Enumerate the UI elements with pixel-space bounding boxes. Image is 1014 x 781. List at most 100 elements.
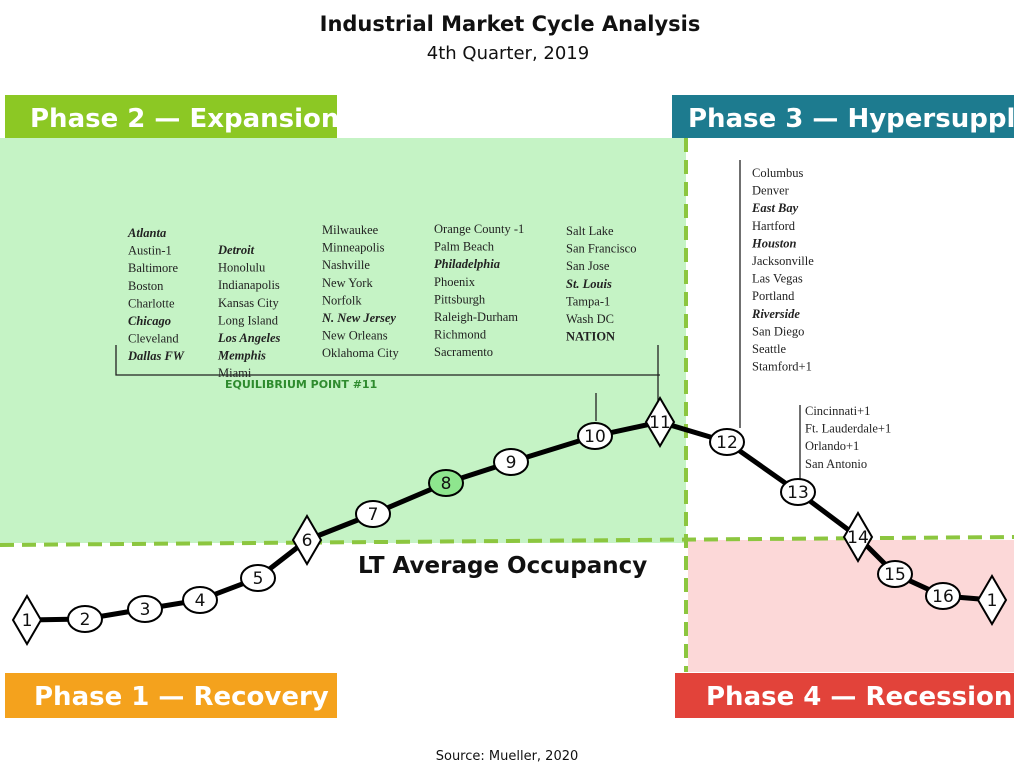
diamond-marker <box>291 514 323 566</box>
circle-marker <box>428 469 464 497</box>
circle-marker <box>577 422 613 450</box>
occupancy-label: LT Average Occupancy <box>358 553 647 579</box>
source-note: Source: Mueller, 2020 <box>436 749 579 764</box>
market-name: Houston <box>751 236 797 250</box>
cycle-point-1: 1 <box>11 594 43 646</box>
phase-1-label: Phase 1 — Recovery <box>34 682 329 712</box>
cycle-point-5: 5 <box>240 564 276 592</box>
cycle-point-label: 15 <box>884 565 906 585</box>
market-name: Wash DC <box>566 312 614 326</box>
market-name: Hartford <box>752 219 796 233</box>
cycle-point-11: 11 <box>644 396 676 448</box>
market-name: Pittsburgh <box>434 292 486 306</box>
market-name: Milwaukee <box>322 223 379 237</box>
cycle-point-16: 16 <box>925 582 961 610</box>
market-name: Miami <box>218 366 252 380</box>
market-name: Baltimore <box>128 261 178 275</box>
market-name: Detroit <box>217 243 255 257</box>
cycle-point-label: 3 <box>140 600 151 620</box>
cycle-point-label: 1 <box>987 591 998 611</box>
market-name: Denver <box>752 184 790 198</box>
market-name: Indianapolis <box>218 278 280 292</box>
phase-4-banner <box>675 673 1014 718</box>
market-name: Boston <box>128 279 164 293</box>
cycle-point-15: 15 <box>877 560 913 588</box>
market-name: San Antonio <box>805 457 867 471</box>
market-name: Los Angeles <box>217 331 281 345</box>
market-lists: Atlanta Austin-1 Baltimore Boston Charlotte C… <box>127 166 891 471</box>
market-name: New Orleans <box>322 329 388 343</box>
phase-2-banner <box>5 95 337 138</box>
market-name: Portland <box>752 289 795 303</box>
phase-3-label: Phase 3 — Hypersupply <box>688 104 1014 134</box>
market-name: Las Vegas <box>752 272 803 286</box>
circle-marker <box>355 500 391 528</box>
cycle-point-label: 1 <box>22 611 33 631</box>
market-name: Memphis <box>217 349 266 363</box>
market-name: Chicago <box>128 314 171 328</box>
cycle-point-10: 10 <box>577 422 613 450</box>
market-name: N. New Jersey <box>321 311 396 325</box>
cycle-point-1: 1 <box>976 574 1008 626</box>
cycle-point-label: 10 <box>584 427 606 447</box>
cycle-point-label: 6 <box>302 531 313 551</box>
market-name: Sacramento <box>434 345 493 359</box>
circle-marker <box>709 428 745 456</box>
cycle-point-13: 13 <box>780 478 816 506</box>
circle-marker <box>877 560 913 588</box>
cycle-point-9: 9 <box>493 448 529 476</box>
market-name: Jacksonville <box>752 254 814 268</box>
market-name: Kansas City <box>218 296 280 310</box>
market-name: San Francisco <box>566 242 636 256</box>
market-name: New York <box>322 276 373 290</box>
cycle-point-12: 12 <box>709 428 745 456</box>
circle-marker <box>780 478 816 506</box>
market-name: Stamford+1 <box>752 360 812 374</box>
circle-marker <box>493 448 529 476</box>
diamond-marker <box>11 594 43 646</box>
diamond-marker <box>976 574 1008 626</box>
diamond-marker <box>842 511 874 563</box>
cycle-point-label: 4 <box>195 591 206 611</box>
cycle-point-label: 5 <box>253 569 264 589</box>
market-name: Tampa-1 <box>566 294 610 308</box>
cycle-point-6: 6 <box>291 514 323 566</box>
phase-1-banner <box>5 673 337 718</box>
market-name: San Jose <box>566 259 610 273</box>
market-name: Phoenix <box>434 275 476 289</box>
market-name: Columbus <box>752 166 804 180</box>
circle-marker <box>240 564 276 592</box>
market-name: Richmond <box>434 328 487 342</box>
cycle-point-label: 2 <box>80 610 91 630</box>
cycle-point-4: 4 <box>182 586 218 614</box>
market-name: Palm Beach <box>434 240 495 254</box>
market-name: Nashville <box>322 258 370 272</box>
market-name: NATION <box>566 330 615 344</box>
cycle-point-label: 9 <box>506 453 517 473</box>
cycle-point-8: 8 <box>428 469 464 497</box>
expansion-region <box>0 138 686 543</box>
cycle-point-label: 16 <box>932 587 954 607</box>
cycle-point-label: 8 <box>441 474 452 494</box>
market-name: Atlanta <box>127 226 166 240</box>
circle-marker <box>182 586 218 614</box>
market-name: Raleigh-Durham <box>434 310 518 324</box>
market-name: East Bay <box>751 201 799 215</box>
market-name: Philadelphia <box>434 257 500 271</box>
market-name: Salt Lake <box>566 224 614 238</box>
cycle-point-2: 2 <box>67 605 103 633</box>
market-name: Orange County -1 <box>434 222 524 236</box>
cycle-point-label: 7 <box>368 505 379 525</box>
phase-3-banner <box>672 95 1014 138</box>
market-name: Cleveland <box>128 332 179 346</box>
diagram-subtitle: 4th Quarter, 2019 <box>427 43 589 64</box>
cycle-point-label: 14 <box>847 528 869 548</box>
cycle-point-7: 7 <box>355 500 391 528</box>
market-name: St. Louis <box>566 277 612 291</box>
phase-4-label: Phase 4 — Recession <box>706 682 1012 712</box>
market-name: Orlando+1 <box>805 439 859 453</box>
circle-marker <box>67 605 103 633</box>
market-name: San Diego <box>752 324 804 338</box>
market-name: Dallas FW <box>127 349 185 363</box>
